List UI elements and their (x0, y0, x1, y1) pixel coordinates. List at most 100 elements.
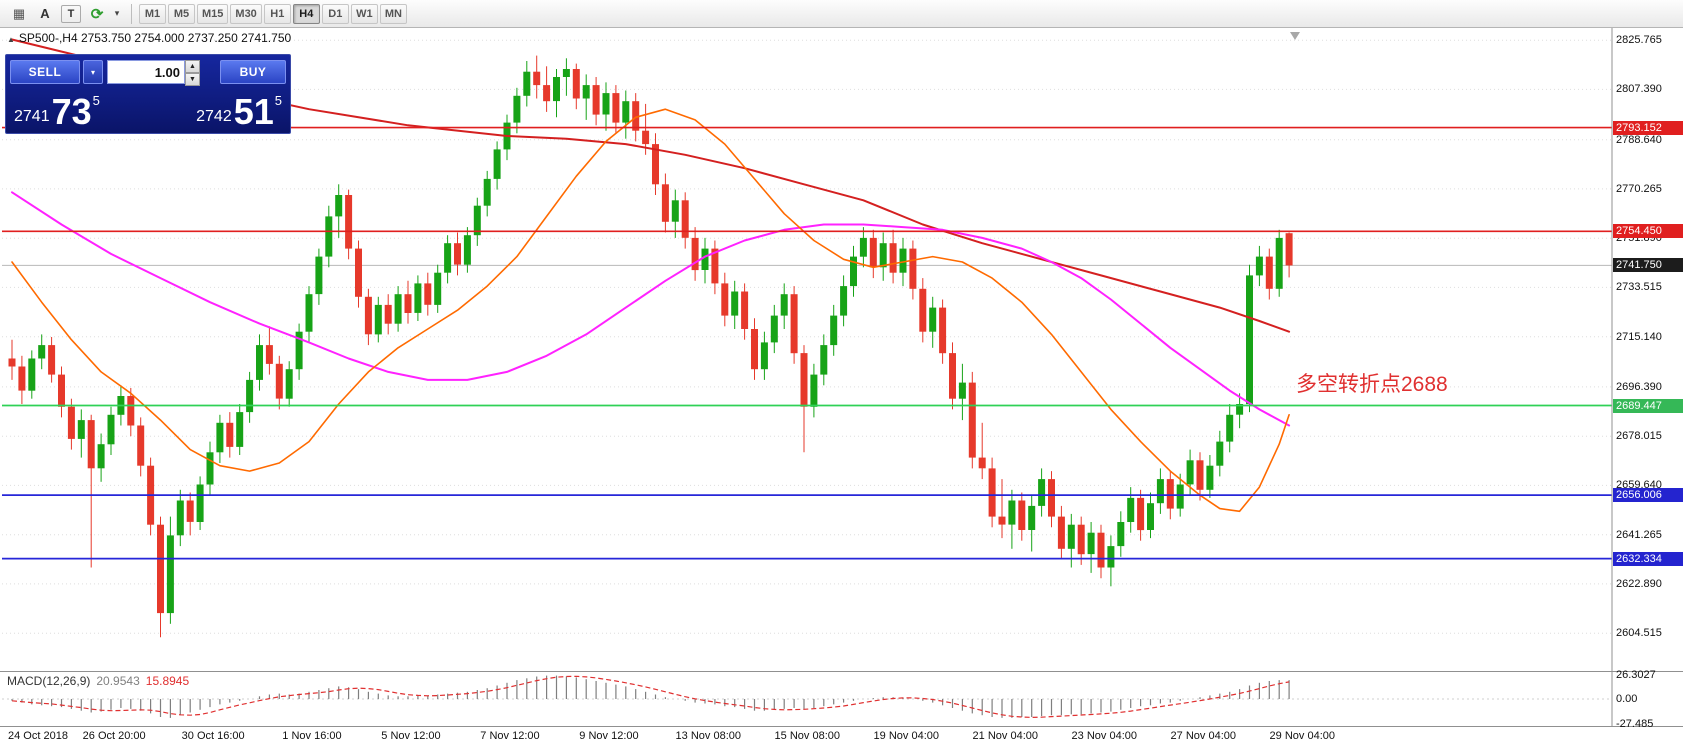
candle (602, 82, 610, 131)
volume-dropdown-button[interactable]: ▾ (83, 60, 103, 84)
timeframe-m1-button[interactable]: M1 (139, 3, 166, 24)
time-axis-label: 1 Nov 16:00 (282, 730, 342, 742)
candle (1265, 248, 1273, 300)
dropdown-caret-icon[interactable]: ▾ (114, 8, 120, 18)
candle (1107, 535, 1115, 587)
sell-button[interactable]: SELL (10, 60, 80, 84)
time-axis-label: 5 Nov 12:00 (381, 730, 441, 742)
chart-text-annotation[interactable]: 多空转折点2688 (1296, 373, 1448, 396)
candle (958, 363, 966, 421)
candle (949, 342, 956, 410)
slow-ma-line (11, 38, 1291, 333)
candle (770, 304, 778, 354)
candle (315, 248, 323, 305)
candle (1028, 495, 1036, 552)
candle (38, 334, 46, 370)
candle (166, 516, 174, 624)
candle (157, 516, 164, 638)
timeframe-d1-button[interactable]: D1 (321, 3, 349, 24)
candle (1236, 393, 1244, 429)
price-line-label: 2793.152 (1613, 120, 1683, 135)
price-line-label: 2689.447 (1613, 398, 1683, 413)
volume-spinner: ▲ ▼ (185, 60, 200, 86)
candle (196, 476, 204, 530)
time-axis-label: 9 Nov 12:00 (579, 730, 639, 742)
candle (404, 280, 412, 324)
timeframe-m30-button[interactable]: M30 (230, 3, 262, 24)
candle (67, 398, 75, 450)
candle (968, 371, 976, 469)
candle (127, 388, 135, 437)
chevron-down-icon: ▾ (90, 67, 95, 77)
candle (87, 414, 95, 568)
candle (909, 240, 917, 300)
timeframe-mn-button[interactable]: MN (379, 3, 407, 24)
candle (186, 492, 194, 536)
candle (8, 339, 16, 380)
candle (869, 229, 877, 279)
candle (493, 141, 501, 190)
candle (978, 422, 986, 480)
trade-panel-prices: 2741 73 5 2742 51 5 (10, 85, 286, 131)
timeframe-h1-button[interactable]: H1 (263, 3, 291, 24)
candle (1018, 492, 1026, 541)
macd-signal-value: 15.8945 (145, 674, 190, 688)
price-axis-tick: 2807.390 (1616, 83, 1662, 96)
buy-price-major: 2742 (196, 108, 232, 125)
sell-price-pips: 73 (51, 91, 92, 132)
candle (137, 417, 145, 477)
price-axis-tick: 2715.140 (1616, 330, 1662, 343)
timeframe-m5-button[interactable]: M5 (168, 3, 195, 24)
candle (206, 441, 214, 496)
volume-control: ▲ ▼ (107, 60, 200, 86)
candle (533, 55, 541, 99)
price-axis-tick: 2696.390 (1616, 380, 1662, 393)
candle (1246, 264, 1253, 413)
candle (97, 433, 105, 482)
timeframe-m15-button[interactable]: M15 (197, 3, 229, 24)
symbol-ohlc-header: ▲ SP500-,H4 2753.750 2754.000 2737.250 27… (7, 31, 291, 45)
timeframe-w1-button[interactable]: W1 (350, 3, 378, 24)
candle (691, 227, 699, 281)
candle (424, 272, 432, 316)
candle (850, 245, 857, 297)
candle (929, 296, 937, 348)
time-axis-label: 13 Nov 08:00 (675, 730, 741, 742)
candle (18, 355, 26, 404)
candle (1255, 245, 1263, 287)
fast-ma-line (11, 108, 1290, 513)
volume-input[interactable] (107, 60, 185, 84)
candle (473, 197, 481, 246)
candle (572, 63, 580, 110)
candle (513, 87, 521, 134)
volume-decrease-button[interactable]: ▼ (185, 73, 200, 86)
timeframe-h4-button[interactable]: H4 (292, 3, 320, 24)
volume-increase-button[interactable]: ▲ (185, 60, 200, 73)
candle (1008, 489, 1016, 549)
candle (810, 363, 818, 418)
panel-collapse-icon[interactable]: ▲ (7, 35, 15, 44)
candle (48, 337, 56, 383)
candle (988, 457, 996, 528)
macd-axis-tick: -27.485 (1616, 717, 1654, 730)
buy-button[interactable]: BUY (220, 60, 286, 84)
grid-icon[interactable]: ▦ (12, 5, 26, 21)
letter-a-icon[interactable]: A (40, 6, 50, 21)
candle (285, 361, 293, 407)
shift-marker-icon[interactable] (1290, 32, 1300, 40)
candle (265, 326, 273, 375)
candle (1117, 511, 1125, 557)
toolbar-icon-group: ▦ A T ⟳ ▾ (6, 2, 124, 26)
candle (1137, 489, 1145, 541)
refresh-icon[interactable]: ⟳ (90, 5, 104, 23)
chart-plot-area[interactable] (0, 28, 1683, 752)
time-axis-label: 29 Nov 04:00 (1269, 730, 1335, 742)
candle (701, 237, 709, 284)
sell-price-major: 2741 (14, 108, 50, 125)
sell-price[interactable]: 2741 73 5 (14, 93, 100, 131)
candle (661, 173, 669, 233)
candle (919, 278, 927, 343)
buy-price[interactable]: 2742 51 5 (196, 93, 282, 131)
text-tool-icon[interactable]: T (61, 4, 81, 23)
